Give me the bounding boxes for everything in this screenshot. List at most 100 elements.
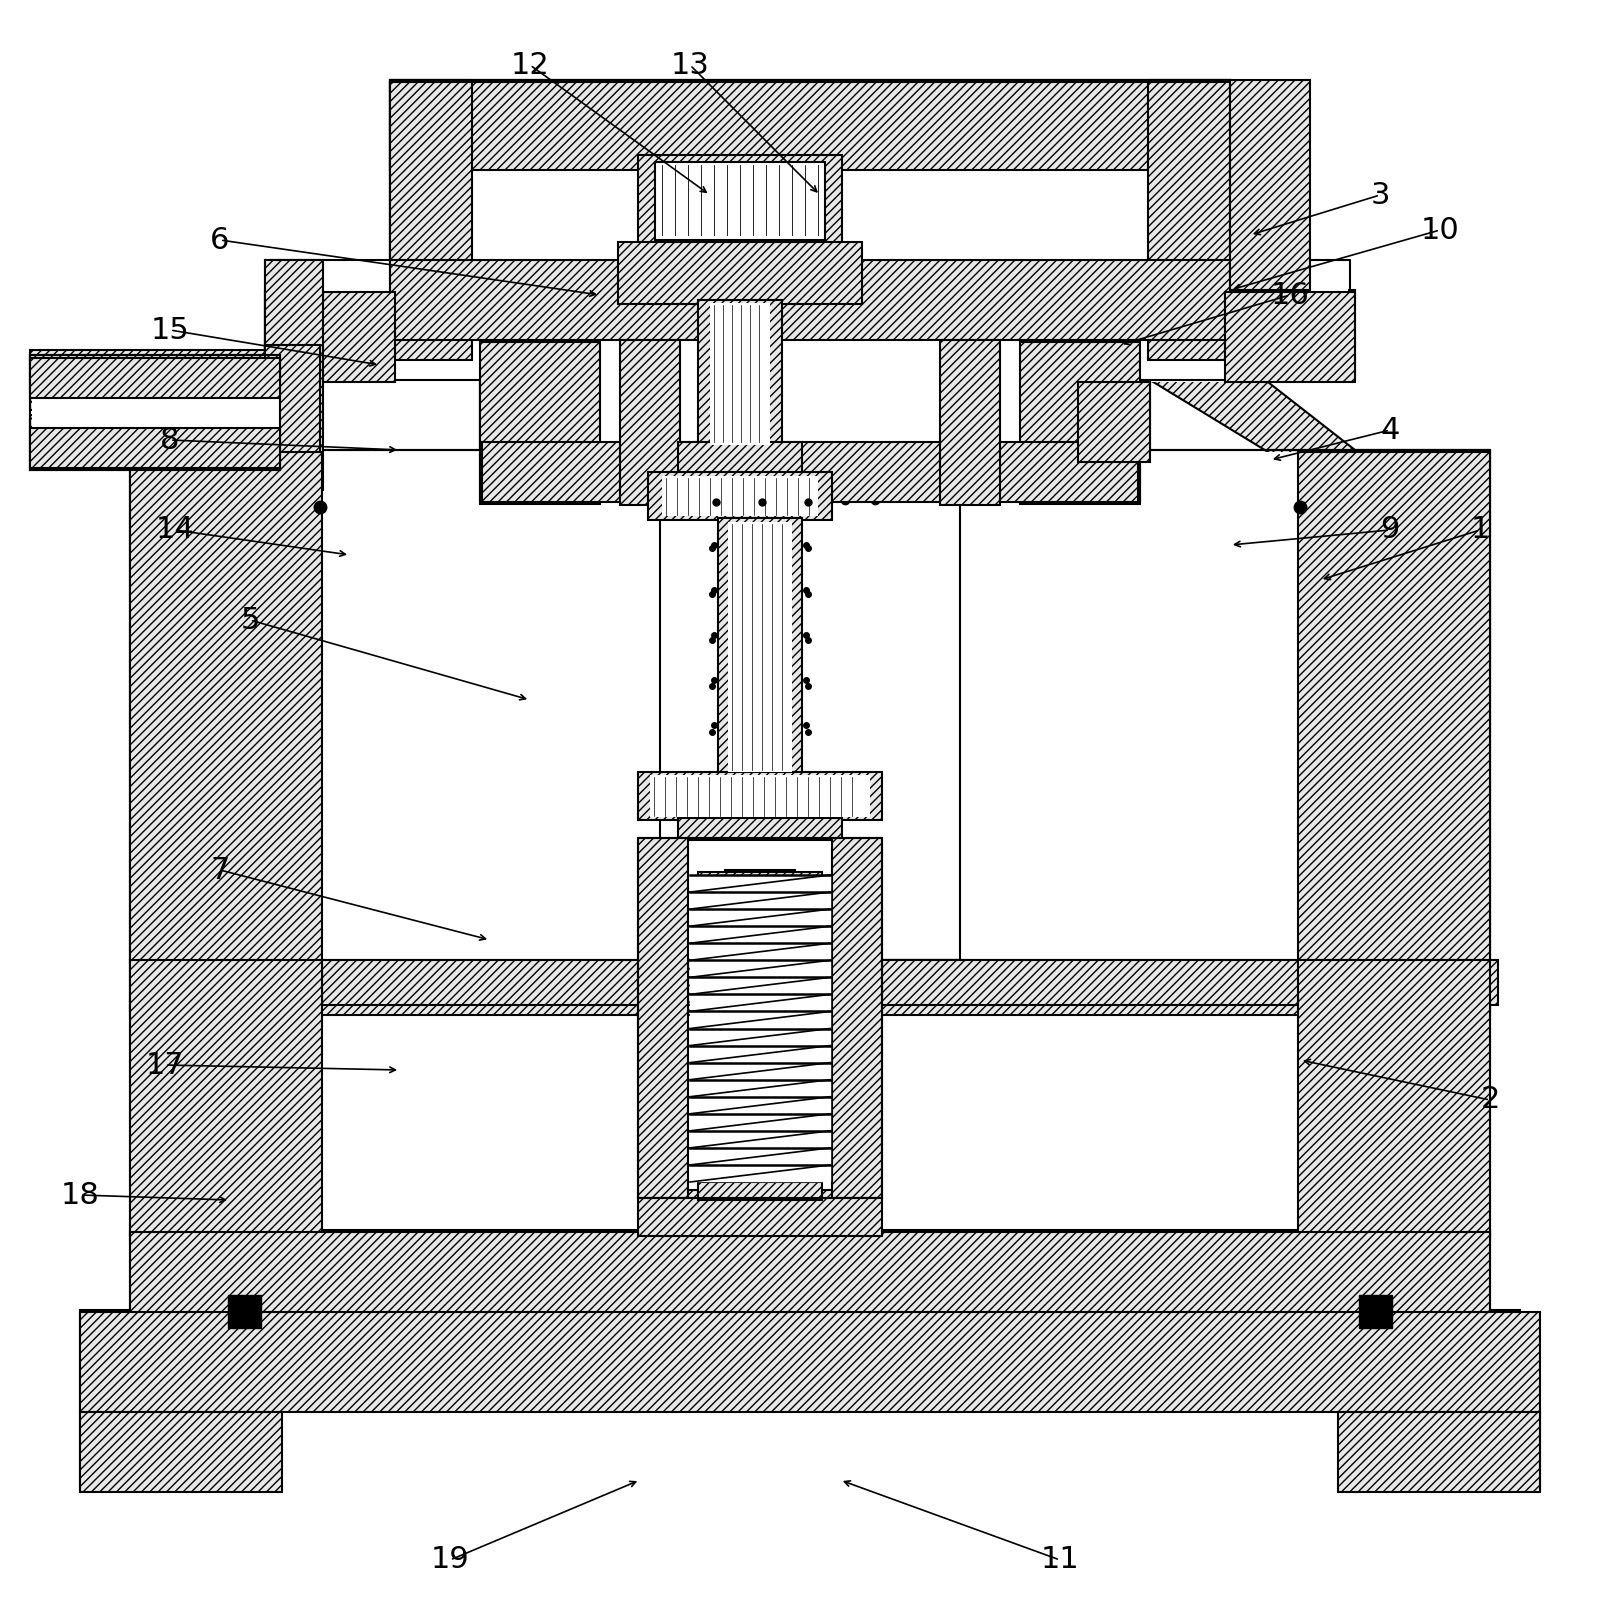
Bar: [732, 888, 787, 1184]
Bar: [718, 518, 802, 775]
Bar: [1150, 80, 1230, 360]
Text: 2: 2: [1481, 1085, 1500, 1114]
Text: 8: 8: [160, 425, 180, 454]
Bar: [266, 340, 314, 490]
Bar: [1298, 453, 1490, 961]
Bar: [130, 1229, 1490, 1319]
Text: 18: 18: [60, 1181, 99, 1210]
Bar: [31, 355, 280, 409]
Polygon shape: [690, 1132, 829, 1148]
Bar: [679, 819, 842, 839]
Text: 16: 16: [1270, 281, 1309, 310]
Bar: [266, 291, 496, 380]
Bar: [1225, 292, 1354, 382]
Polygon shape: [131, 82, 1489, 1002]
Bar: [640, 770, 880, 815]
Bar: [1361, 1295, 1395, 1331]
Polygon shape: [690, 1098, 829, 1112]
Polygon shape: [726, 1016, 795, 1029]
Bar: [65, 384, 266, 441]
Text: 13: 13: [671, 50, 710, 80]
Bar: [640, 835, 880, 870]
Bar: [390, 82, 471, 360]
Bar: [390, 80, 1230, 170]
Polygon shape: [726, 894, 795, 907]
Bar: [266, 345, 321, 501]
Bar: [620, 340, 680, 506]
Bar: [60, 390, 271, 435]
Polygon shape: [690, 910, 829, 924]
Bar: [130, 1000, 321, 1241]
Polygon shape: [726, 1117, 795, 1132]
Text: 11: 11: [1040, 1546, 1079, 1575]
Text: 15: 15: [151, 316, 190, 345]
Bar: [700, 870, 820, 884]
Bar: [679, 441, 802, 473]
Bar: [700, 1180, 820, 1196]
Bar: [32, 358, 280, 469]
Bar: [731, 515, 791, 774]
Bar: [480, 340, 599, 501]
Bar: [650, 775, 870, 817]
Bar: [322, 960, 1498, 1005]
Bar: [735, 880, 786, 1189]
Polygon shape: [690, 1064, 829, 1079]
Bar: [480, 440, 1140, 506]
Bar: [1299, 1000, 1490, 1241]
Polygon shape: [726, 1096, 795, 1111]
Polygon shape: [726, 934, 795, 949]
Polygon shape: [726, 974, 795, 989]
Bar: [390, 260, 1230, 340]
Polygon shape: [690, 1165, 829, 1181]
Polygon shape: [690, 1029, 829, 1045]
Bar: [31, 416, 280, 470]
Bar: [650, 470, 829, 515]
Polygon shape: [690, 979, 829, 993]
Bar: [60, 435, 285, 449]
Bar: [663, 477, 818, 515]
Bar: [640, 835, 680, 1196]
Bar: [654, 162, 825, 241]
Bar: [742, 891, 778, 1181]
Polygon shape: [726, 873, 795, 888]
Bar: [266, 260, 322, 490]
Bar: [1298, 960, 1490, 1234]
Text: 10: 10: [1421, 215, 1460, 244]
Polygon shape: [726, 955, 795, 968]
Bar: [390, 260, 1230, 340]
Polygon shape: [690, 1149, 829, 1164]
Bar: [1299, 449, 1490, 1010]
Bar: [654, 160, 825, 241]
Bar: [1340, 1411, 1541, 1489]
Bar: [60, 376, 285, 390]
Bar: [130, 1233, 1490, 1323]
Text: 7: 7: [211, 855, 230, 884]
Bar: [727, 522, 792, 772]
Bar: [266, 292, 395, 382]
Bar: [648, 472, 833, 520]
Bar: [390, 82, 1230, 170]
Bar: [710, 303, 769, 445]
Bar: [833, 838, 881, 1197]
Bar: [470, 80, 1150, 210]
Polygon shape: [726, 995, 795, 1010]
Bar: [1338, 1412, 1541, 1493]
Bar: [79, 1310, 1520, 1411]
Bar: [1081, 380, 1150, 461]
Bar: [1021, 340, 1140, 501]
Polygon shape: [690, 1115, 829, 1130]
Text: 4: 4: [1380, 416, 1400, 445]
Bar: [680, 815, 841, 835]
Bar: [700, 300, 779, 445]
Bar: [130, 960, 322, 1234]
Bar: [698, 872, 821, 891]
Bar: [1230, 80, 1311, 291]
Polygon shape: [726, 1035, 795, 1050]
Bar: [638, 838, 688, 1197]
Polygon shape: [1150, 291, 1354, 506]
Bar: [1021, 342, 1140, 504]
Bar: [680, 835, 841, 851]
Bar: [130, 960, 1490, 1014]
Bar: [640, 1189, 880, 1229]
Bar: [228, 1295, 261, 1327]
